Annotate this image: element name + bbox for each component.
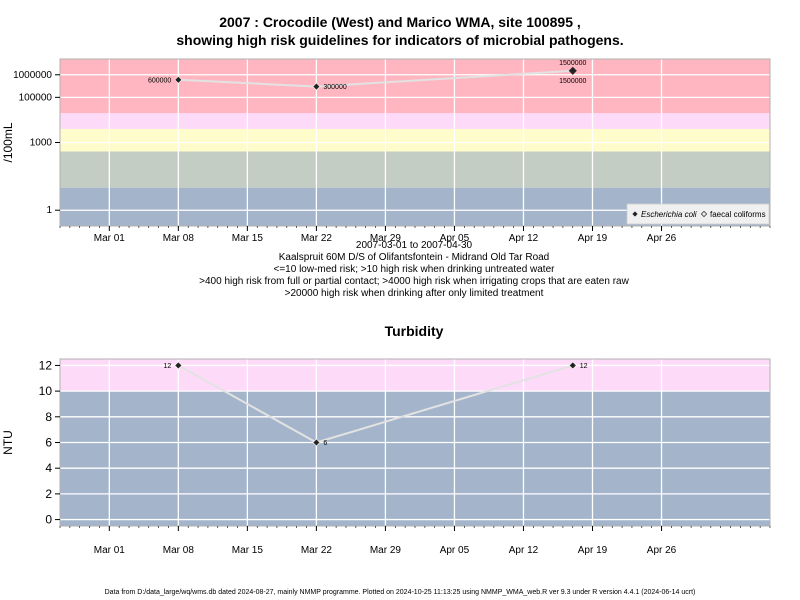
- panel1-y-axis-label: /100mL: [1, 122, 15, 162]
- panel1-x-tick-label-0: Mar 01: [94, 233, 126, 244]
- panel2-y-tick-label-6: 12: [39, 358, 53, 372]
- guideline-text-1: <=10 low-med risk; >10 high risk when dr…: [273, 264, 555, 275]
- panel2-x-tick-label-7: Apr 19: [578, 545, 608, 556]
- panel1-series-0-point-1: [312, 82, 321, 91]
- panel1-series-0-point-0: [174, 75, 183, 84]
- panel1-legend-marker-faecal: [700, 210, 708, 218]
- panel1-risk-band-2: [60, 128, 770, 152]
- panel2-x-tick-label-1: Mar 08: [163, 545, 195, 556]
- panel1-x-tick-label-3: Mar 22: [301, 233, 333, 244]
- panel2-y-tick-label-0: 0: [45, 513, 52, 527]
- panel1-risk-band-4: [60, 59, 770, 114]
- panel1-x-tick-label-1: Mar 08: [163, 233, 195, 244]
- panel1-legend-label-ecoli: Escherichia coli: [641, 210, 697, 219]
- panel1-x-tick-label-4: Mar 29: [370, 233, 402, 244]
- panel1-legend-marker-ecoli: [632, 211, 638, 217]
- panel1-series-1-point-0: [568, 66, 577, 75]
- panel2-x-tick-label-2: Mar 15: [232, 545, 264, 556]
- panel1-risk-band-3: [60, 113, 770, 129]
- chart-title-line1: 2007 : Crocodile (West) and Marico WMA, …: [219, 14, 581, 30]
- panel2-x-tick-label-3: Mar 22: [301, 545, 333, 556]
- site-label: Kaalspruit 60M D/S of Olifantsfontein - …: [278, 252, 550, 263]
- panel1-y-tick-label-1: 1000: [30, 138, 53, 149]
- panel1-x-tick-label-6: Apr 12: [509, 233, 539, 244]
- panel2-data-label-0-0: 12: [164, 363, 172, 370]
- footer-note: Data from D:/data_large/wq/wms.db dated …: [104, 589, 696, 596]
- panel1-legend-label-faecal: faecal coliforms: [710, 210, 766, 219]
- panel2-series-0-point-2: [568, 361, 577, 370]
- panel2-y-tick-label-5: 10: [39, 384, 53, 398]
- panel2-data-label-0-1: 6: [323, 440, 327, 447]
- panel2-data-label-0-2: 12: [580, 363, 588, 370]
- panel2-series-0-point-1: [312, 438, 321, 447]
- panel2-x-tick-label-6: Apr 12: [509, 545, 539, 556]
- panel1-data-label-0-2: 1500000: [559, 60, 586, 67]
- panel2-x-tick-label-8: Apr 26: [647, 545, 677, 556]
- panel1-x-tick-label-8: Apr 26: [647, 233, 677, 244]
- panel2-y-tick-label-3: 6: [45, 436, 52, 450]
- guideline-text-3: >20000 high risk when drinking after onl…: [284, 288, 544, 299]
- panel2-x-tick-label-4: Mar 29: [370, 545, 402, 556]
- panel1-data-label-1-0: 1500000: [559, 78, 586, 85]
- panel2-series-0-point-0: [174, 361, 183, 370]
- panel1-x-tick-label-2: Mar 15: [232, 233, 264, 244]
- panel1-y-tick-label-2: 100000: [19, 92, 53, 103]
- panel1-x-tick-label-5: Apr 05: [440, 233, 470, 244]
- panel2-y-axis-label: NTU: [1, 430, 15, 455]
- panel1-x-tick-label-7: Apr 19: [578, 233, 608, 244]
- panel1-y-tick-label-3: 1000000: [13, 70, 52, 81]
- guideline-text-2: >400 high risk from full or partial cont…: [199, 276, 629, 287]
- chart-title-line2: showing high risk guidelines for indicat…: [176, 32, 624, 48]
- turbidity-title: Turbidity: [384, 323, 444, 339]
- panel2-y-tick-label-1: 2: [45, 487, 52, 501]
- panel2-y-tick-label-4: 8: [45, 410, 52, 424]
- panel1-risk-band-1: [60, 151, 770, 188]
- panel1-legend-box: [626, 203, 770, 225]
- panel2-x-tick-label-5: Apr 05: [440, 545, 470, 556]
- panel1-data-label-0-0: 600000: [148, 77, 171, 84]
- panel2-y-tick-label-2: 4: [45, 461, 52, 475]
- date-range-label: 2007-03-01 to 2007-04-30: [355, 240, 473, 251]
- panel1-y-tick-label-0: 1: [46, 205, 52, 216]
- panel2-risk-band-0: [60, 391, 770, 526]
- panel1-data-label-0-1: 300000: [323, 84, 346, 91]
- panel2-x-tick-label-0: Mar 01: [94, 545, 126, 556]
